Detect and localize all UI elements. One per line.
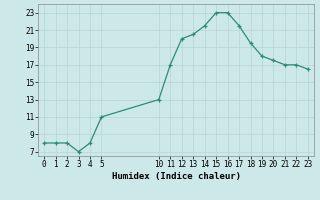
X-axis label: Humidex (Indice chaleur): Humidex (Indice chaleur) [111, 172, 241, 181]
